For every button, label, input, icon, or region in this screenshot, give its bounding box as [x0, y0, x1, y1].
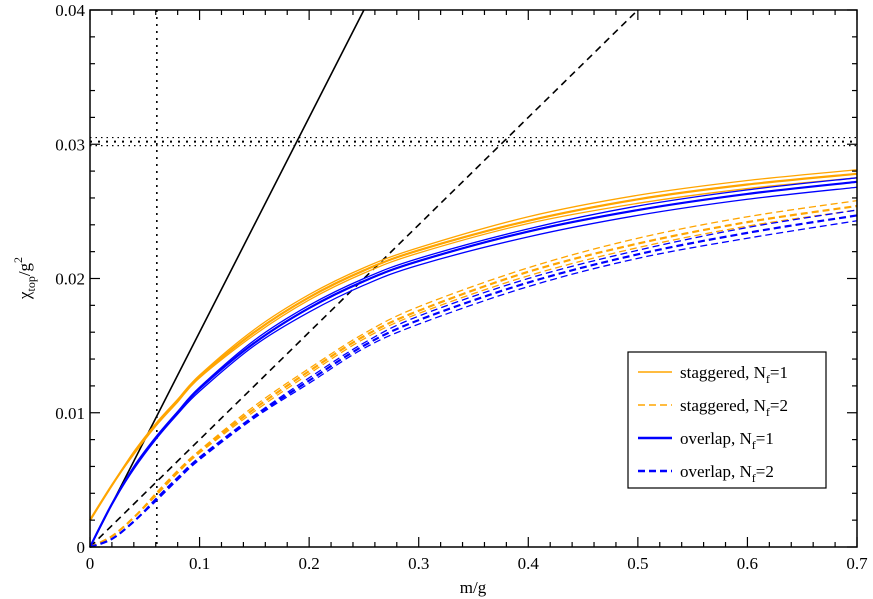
series-line: [89, 209, 858, 548]
x-tick-label: 0.4: [518, 554, 540, 573]
series-line: [89, 214, 858, 549]
y-tick-label: 0.01: [55, 404, 85, 423]
legend-label: staggered, Nf=2: [680, 396, 788, 419]
axis-ticks: [89, 9, 858, 548]
legend-label: staggered, Nf=1: [680, 363, 788, 386]
legend-label: overlap, Nf=2: [680, 462, 774, 485]
x-tick-label: 0.1: [189, 554, 210, 573]
tick-labels: 0 0.1 0.2 0.3 0.4 0.5 0.6 0.7 0 0.01 0.02 0.03 0.04: [55, 1, 868, 573]
series-line: [89, 169, 858, 521]
series-line: [89, 199, 858, 548]
series-3: [89, 209, 858, 549]
legend-label: overlap, Nf=1: [680, 429, 774, 452]
y-tick-label: 0.03: [55, 135, 85, 154]
series-line: [89, 177, 858, 548]
series-1: [89, 199, 858, 548]
y-tick-label: 0.02: [55, 270, 85, 289]
data-curves: [89, 169, 858, 549]
x-tick-label: 0.7: [846, 554, 868, 573]
legend-item: staggered, Nf=2: [638, 396, 788, 419]
legend: staggered, Nf=1 staggered, Nf=2 overlap, N…: [627, 351, 827, 489]
y-tick-label: 0: [77, 538, 86, 557]
legend-item: overlap, Nf=2: [638, 462, 774, 485]
series-line: [89, 209, 858, 548]
y-axis-label: χtop/g2: [11, 257, 38, 300]
x-tick-label: 0.3: [408, 554, 429, 573]
reference-lines: [89, 9, 857, 548]
x-tick-label: 0: [86, 554, 95, 573]
series-line: [89, 180, 858, 548]
series-0: [89, 169, 858, 521]
x-axis-label: m/g: [460, 578, 487, 597]
legend-item: staggered, Nf=1: [638, 363, 788, 386]
reference-line-solid: [89, 9, 365, 548]
x-tick-label: 0.2: [299, 554, 320, 573]
x-tick-label: 0.5: [627, 554, 648, 573]
legend-box: [627, 351, 827, 489]
y-tick-label: 0.04: [55, 1, 85, 20]
reference-line-dashed: [89, 9, 639, 548]
series-line: [89, 220, 858, 548]
series-2: [89, 177, 858, 548]
legend-item: overlap, Nf=1: [638, 429, 774, 452]
series-line: [89, 172, 858, 521]
x-tick-label: 0.6: [737, 554, 758, 573]
